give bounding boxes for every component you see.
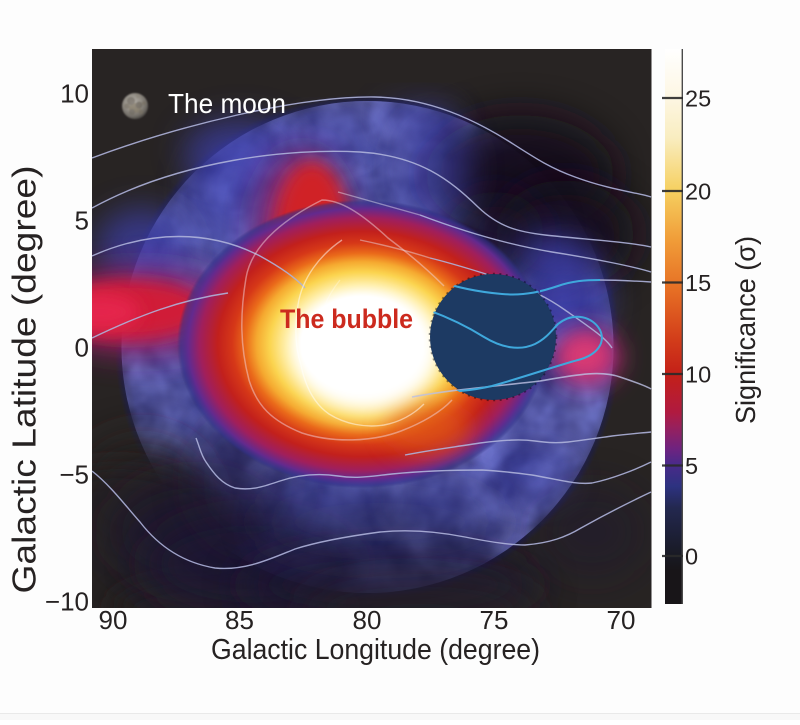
svg-text:10: 10 [60,78,89,108]
svg-text:0: 0 [75,332,89,362]
svg-text:25: 25 [685,85,711,111]
svg-text:70: 70 [607,605,636,635]
svg-text:20: 20 [685,178,711,204]
svg-text:80: 80 [353,605,382,635]
svg-text:The moon: The moon [168,88,286,119]
svg-text:The bubble: The bubble [280,304,413,334]
svg-text:15: 15 [685,270,711,296]
svg-text:75: 75 [480,605,509,635]
svg-text:10: 10 [685,361,711,387]
svg-text:Significance (σ): Significance (σ) [730,236,761,424]
svg-text:Galactic Latitude (degree): Galactic Latitude (degree) [6,166,43,594]
svg-text:−5: −5 [59,459,89,489]
svg-text:0: 0 [685,543,698,569]
svg-text:Galactic Longitude (degree): Galactic Longitude (degree) [211,634,540,666]
svg-text:5: 5 [75,205,89,235]
svg-text:5: 5 [685,453,698,479]
svg-text:−10: −10 [45,586,89,616]
svg-text:85: 85 [225,605,254,635]
svg-text:90: 90 [99,605,128,635]
